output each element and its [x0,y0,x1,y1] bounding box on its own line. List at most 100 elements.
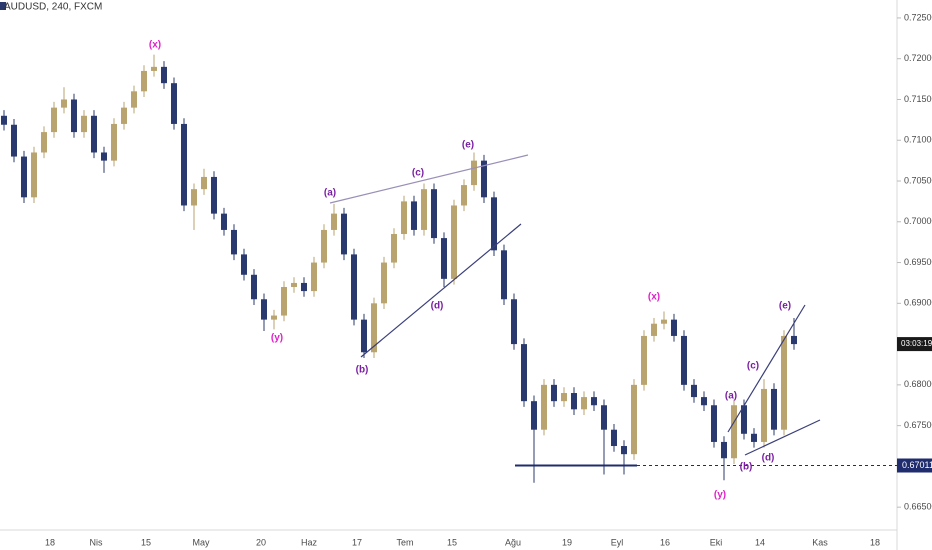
candle-body [301,282,307,292]
x-tick-label: Eyl [611,537,624,547]
candle-body [161,66,167,84]
trend-lines [329,154,821,456]
wave-label: (e) [462,140,474,151]
candle-body [441,238,447,279]
candle-body [651,323,657,336]
wave-label: (c) [747,361,759,372]
candle-body [711,405,717,442]
candle-body [491,197,497,251]
candle-body [481,160,487,198]
candle-body [311,262,317,292]
candle-body [631,384,637,455]
candle-body [721,441,727,459]
candle-body [41,132,47,153]
candle-body [551,384,557,402]
candle-body [761,388,767,442]
wave-label: (x) [648,292,660,303]
candle-body [421,189,427,230]
candle-body [351,254,357,320]
symbol-icon [0,2,6,10]
countdown-box [897,337,932,352]
x-tick-label: Eki [710,537,723,547]
candle-body [681,335,687,385]
candle-body [291,282,297,288]
candle-body [771,388,777,430]
candle-body [1,115,7,125]
wave-label: (x) [149,40,161,51]
candle-body [741,405,747,434]
candle-body [361,319,367,353]
level-label: 0.67011 [902,460,932,470]
candle-body [21,156,27,198]
marks [1,54,797,483]
x-tick-label: 17 [352,537,362,547]
candle-body [61,99,67,108]
candle-body [401,201,407,235]
candle-body [701,397,707,406]
candle-body [411,201,417,230]
candle-body [11,124,17,157]
candle-body [251,274,257,300]
level-label-box [897,458,932,473]
candle-body [191,189,197,206]
candle-body [501,250,507,300]
x-tick-label: May [192,537,210,547]
candle-body [541,384,547,430]
trend-line [360,223,522,358]
candle-body [111,123,117,161]
candle-body [731,405,737,459]
wave-label: (c) [412,168,424,179]
candle-body [691,384,697,398]
x-tick-label: 15 [447,537,457,547]
x-tick-label: 15 [141,537,151,547]
y-tick-label: 0.72500 [904,12,932,22]
candle-body [621,446,627,455]
candle-body [81,115,87,133]
x-tick-label: Tem [396,537,413,547]
candle-body [51,107,57,133]
candle-body [521,344,527,402]
trend-line [744,419,821,456]
x-tick-label: 20 [256,537,266,547]
candle-body [571,393,577,410]
candle-body [671,319,677,336]
candle-body [281,287,287,316]
candle-body [641,335,647,385]
candle-body [791,335,797,345]
candle-body [371,303,377,353]
x-tick-label: Haz [301,537,318,547]
candle-body [171,83,177,124]
x-tick-label: 19 [562,537,572,547]
candle-body [221,213,227,230]
candle-body [121,107,127,124]
candle-body [271,315,277,320]
x-tick-label: Kas [812,537,828,547]
x-tick-label: Ağu [505,537,521,547]
candle-body [91,115,97,153]
candle-body [151,66,157,71]
wave-label: (y) [714,490,726,501]
x-tick-label: Nis [90,537,103,547]
wave-label: (a) [324,188,336,199]
candle-body [431,189,437,239]
candle-body [321,229,327,263]
candle-body [471,160,477,186]
x-tick-label: 16 [660,537,670,547]
candle-body [611,429,617,447]
x-tick-label: 14 [755,537,765,547]
candle-body [31,152,37,198]
candle-body [241,254,247,275]
candle-body [261,299,267,320]
countdown: 03:03:19 [901,339,932,348]
wave-label: (d) [762,453,775,464]
candle-body [141,70,147,92]
wave-label: (y) [271,333,283,344]
